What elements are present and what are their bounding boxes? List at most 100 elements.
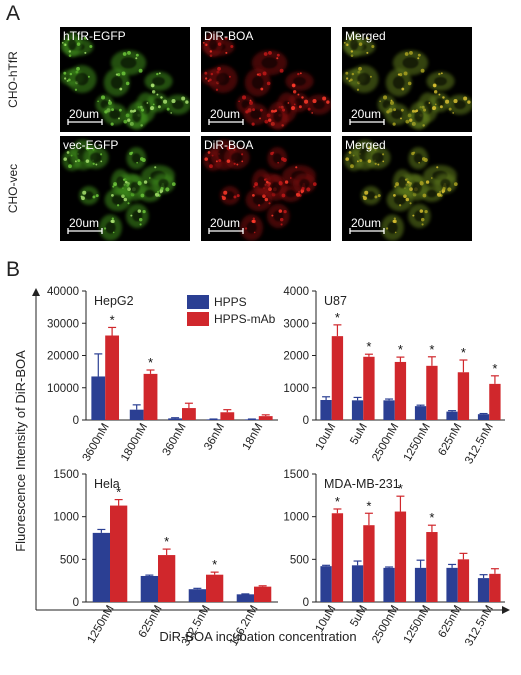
bar-hpps [351, 400, 364, 420]
bar-hpps-mab [143, 373, 158, 420]
y-tick-label: 1000 [283, 383, 309, 395]
micrograph-label: vec-EGFP [63, 138, 118, 152]
significance-star: * [116, 485, 121, 500]
category-label: 1250nM [402, 422, 433, 464]
bar-hpps [168, 418, 182, 420]
bar-hpps-mab [182, 408, 196, 420]
bar-hpps-mab [158, 555, 176, 602]
bar-hpps-mab [331, 513, 344, 602]
significance-star: * [366, 498, 371, 513]
bar-hpps-mab [426, 365, 438, 420]
bar-hpps-mab [457, 559, 470, 602]
chart-title: U87 [324, 294, 347, 308]
category-label: 3600nM [81, 422, 112, 464]
bar-hpps-mab [110, 505, 128, 602]
significance-star: * [148, 355, 153, 370]
category-label: 360nM [161, 422, 189, 458]
scale-bar-label: 20um [69, 216, 99, 230]
row-label: CHO-hTfR [6, 51, 20, 108]
micrograph-label: Merged [345, 138, 386, 152]
micrograph-merged: Merged 20um [342, 136, 472, 241]
significance-star: * [110, 312, 115, 327]
scale-bar [349, 228, 385, 234]
scale-bar [208, 119, 244, 125]
panel-b-letter: B [6, 258, 20, 281]
bar-hpps [383, 567, 395, 602]
category-label: 5uM [348, 422, 370, 447]
significance-star: * [398, 342, 403, 357]
category-label: 1800nM [119, 422, 150, 464]
significance-star: * [335, 494, 340, 509]
micrograph-red: DiR-BOA 20um [201, 27, 331, 132]
significance-star: * [429, 342, 434, 357]
bar-hpps-mab [331, 336, 344, 420]
scale-bar-label: 20um [351, 216, 381, 230]
y-tick-label: 0 [73, 415, 79, 427]
significance-star: * [335, 310, 340, 325]
micrograph-label: DiR-BOA [204, 138, 253, 152]
y-tick-label: 0 [303, 597, 309, 609]
y-tick-label: 1000 [53, 512, 79, 524]
bar-hpps [91, 376, 106, 420]
significance-star: * [429, 510, 434, 525]
legend-swatch-hpps-mab [187, 312, 209, 326]
chart-title: HepG2 [94, 294, 134, 308]
scale-bar [67, 228, 103, 234]
y-tick-label: 1500 [53, 469, 79, 481]
bar-hpps [414, 567, 427, 602]
bar-hpps [188, 589, 206, 602]
legend: HPPS HPPS-mAb [187, 295, 276, 326]
category-label: 5uM [348, 604, 370, 629]
bar-hpps [414, 406, 427, 420]
bar-hpps-mab [489, 573, 501, 602]
significance-star: * [164, 534, 169, 549]
bar-hpps [351, 565, 364, 602]
legend-label-hpps: HPPS [214, 295, 247, 309]
category-label: 625nM [436, 604, 464, 640]
bar-hpps-mab [394, 511, 407, 602]
micrograph-grid: CHO-hTfR hTfR-EGFP 20um DiR-BOA 20um Merged 20… [6, 27, 472, 241]
y-tick-label: 1500 [283, 469, 309, 481]
micrograph-label: DiR-BOA [204, 29, 253, 43]
bar-hpps-mab [105, 335, 120, 420]
bar-hpps [129, 409, 144, 420]
legend-swatch-hpps [187, 295, 209, 309]
bar-hpps [446, 411, 458, 420]
significance-star: * [492, 361, 497, 376]
row-label: CHO-vec [6, 164, 20, 213]
bar-hpps [92, 532, 110, 602]
category-label: 18nM [241, 422, 266, 453]
category-label: 312.5nM [463, 422, 496, 467]
scale-bar-label: 20um [210, 107, 240, 121]
bar-hpps [244, 419, 259, 420]
scale-bar-label: 20um [69, 107, 99, 121]
y-tick-label: 40000 [47, 286, 79, 298]
chart-mda-mb-231: 050010001500MDA-MB-231*10uM*5uM*2500nM*1… [283, 469, 505, 648]
scale-bar-label: 20um [210, 216, 240, 230]
chart-title: Hela [94, 477, 120, 491]
legend-label-hpps-mab: HPPS-mAb [214, 312, 276, 326]
bar-hpps-mab [254, 586, 272, 602]
scale-bar [349, 119, 385, 125]
scale-bar-label: 20um [351, 107, 381, 121]
bar-hpps [446, 567, 458, 602]
category-label: 36nM [202, 422, 227, 453]
bar-hpps-mab [220, 412, 235, 420]
significance-star: * [366, 339, 371, 354]
bar-hpps-mab [206, 574, 224, 602]
category-label: 625nM [436, 422, 464, 458]
bar-hpps [236, 594, 254, 602]
significance-star: * [212, 557, 217, 572]
micrograph-red: DiR-BOA 20um [201, 136, 331, 241]
y-tick-label: 1000 [283, 512, 309, 524]
significance-star: * [461, 345, 466, 360]
x-axis-label: DiR-BOA incubation concentration [159, 629, 356, 644]
y-tick-label: 20000 [47, 351, 79, 363]
bar-charts: 010000200003000040000HepG2*3600nM*1800nM… [47, 286, 505, 648]
y-tick-label: 10000 [47, 383, 79, 395]
bar-hpps-mab [363, 525, 375, 602]
bar-hpps [320, 566, 332, 602]
bar-hpps [140, 575, 158, 602]
chart-title: MDA-MB-231 [324, 477, 400, 491]
